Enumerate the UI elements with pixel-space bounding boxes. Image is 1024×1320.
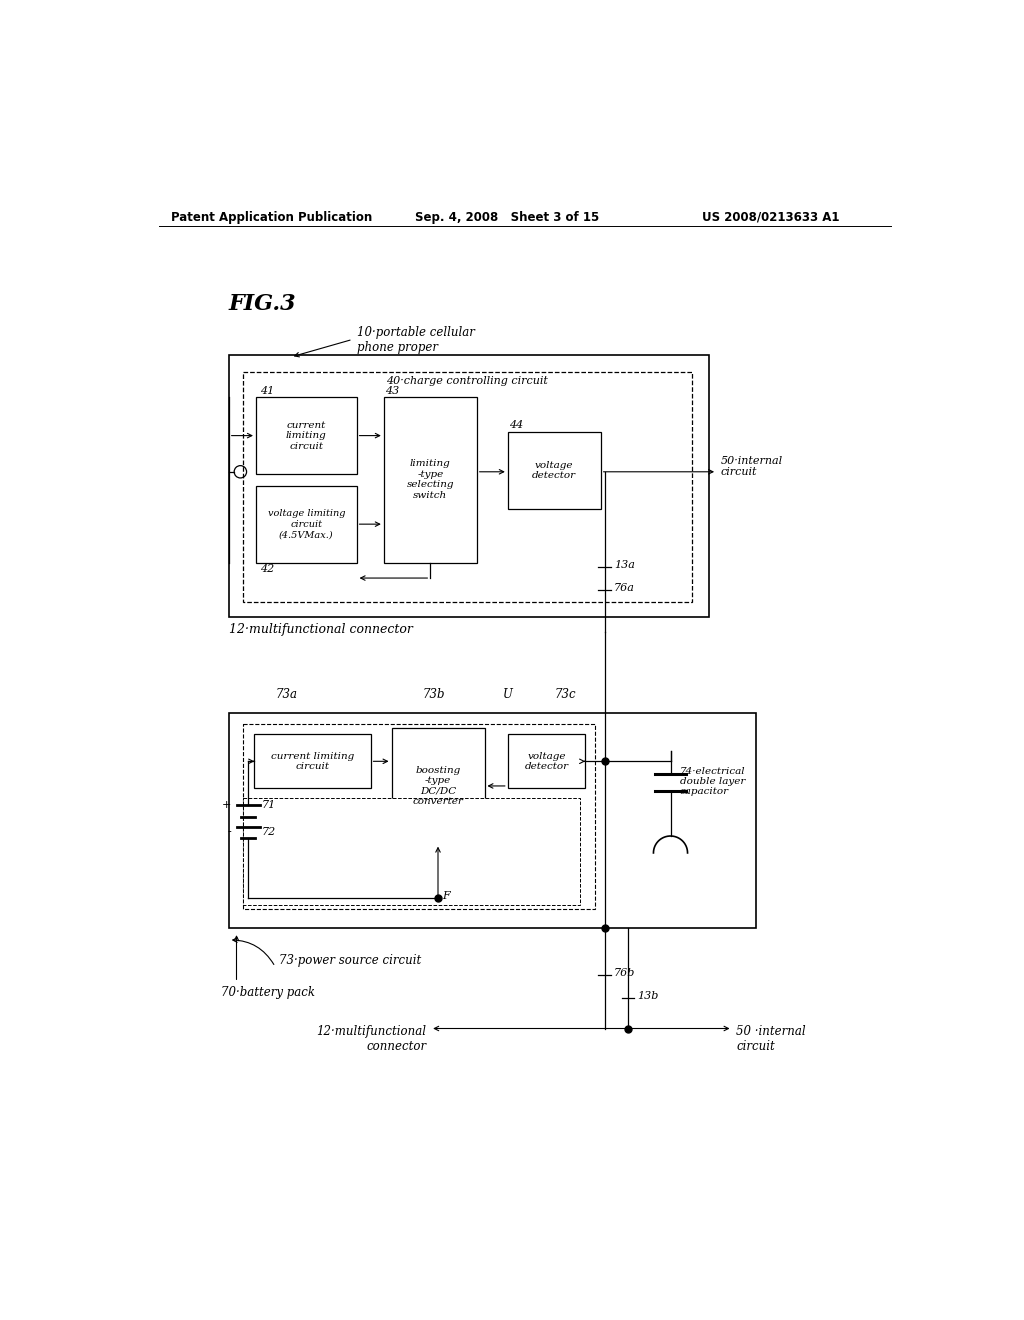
Text: 44: 44 <box>509 420 523 430</box>
Text: limiting
-type
selecting
switch: limiting -type selecting switch <box>407 459 454 499</box>
Text: 76b: 76b <box>614 968 635 978</box>
Bar <box>384 397 477 562</box>
Text: 73·power source circuit: 73·power source circuit <box>280 954 421 968</box>
Text: 13b: 13b <box>637 991 658 1001</box>
Bar <box>243 797 580 906</box>
Text: 74·electrical
double layer
capacitor: 74·electrical double layer capacitor <box>680 767 745 796</box>
Text: -: - <box>227 828 231 837</box>
Text: 40·charge controlling circuit: 40·charge controlling circuit <box>386 376 549 385</box>
Text: +: + <box>222 800 231 810</box>
Bar <box>228 713 756 928</box>
Text: 50·internal
circuit: 50·internal circuit <box>721 455 783 478</box>
Text: 76a: 76a <box>614 583 635 593</box>
Text: voltage
detector: voltage detector <box>524 751 568 771</box>
Text: 70·battery pack: 70·battery pack <box>221 986 315 999</box>
Text: boosting
-type
DC/DC
converter: boosting -type DC/DC converter <box>413 766 464 807</box>
Bar <box>254 734 371 788</box>
Text: Sep. 4, 2008   Sheet 3 of 15: Sep. 4, 2008 Sheet 3 of 15 <box>415 211 599 224</box>
Bar <box>243 725 595 909</box>
Text: 71: 71 <box>262 800 276 810</box>
Text: 43: 43 <box>385 385 399 396</box>
Bar <box>256 397 356 474</box>
Bar <box>391 729 484 843</box>
Bar <box>508 734 586 788</box>
Text: US 2008/0213633 A1: US 2008/0213633 A1 <box>701 211 839 224</box>
Text: current
limiting
circuit: current limiting circuit <box>286 421 327 450</box>
Text: 42: 42 <box>260 564 274 574</box>
Text: 13a: 13a <box>614 560 635 570</box>
Text: voltage
detector: voltage detector <box>532 461 577 480</box>
Text: U: U <box>503 688 513 701</box>
Text: 41: 41 <box>260 385 274 396</box>
Bar <box>243 372 692 602</box>
Text: 73a: 73a <box>275 688 298 701</box>
Bar <box>256 486 356 562</box>
Text: 12·multifunctional connector: 12·multifunctional connector <box>228 623 413 636</box>
Text: 12·multifunctional
connector: 12·multifunctional connector <box>316 1024 426 1052</box>
Text: 72: 72 <box>262 828 276 837</box>
Text: 10·portable cellular
phone proper: 10·portable cellular phone proper <box>356 326 474 354</box>
Text: current limiting
circuit: current limiting circuit <box>270 751 354 771</box>
Bar <box>228 355 710 616</box>
Bar <box>508 432 601 508</box>
Text: Patent Application Publication: Patent Application Publication <box>171 211 372 224</box>
Text: FIG.3: FIG.3 <box>228 293 296 315</box>
Text: 73c: 73c <box>555 688 577 701</box>
Text: 50 ·internal
circuit: 50 ·internal circuit <box>736 1024 806 1052</box>
Text: 73b: 73b <box>423 688 445 701</box>
Text: voltage limiting
circuit
(4.5VMax.): voltage limiting circuit (4.5VMax.) <box>267 510 345 539</box>
Text: F: F <box>442 891 450 902</box>
